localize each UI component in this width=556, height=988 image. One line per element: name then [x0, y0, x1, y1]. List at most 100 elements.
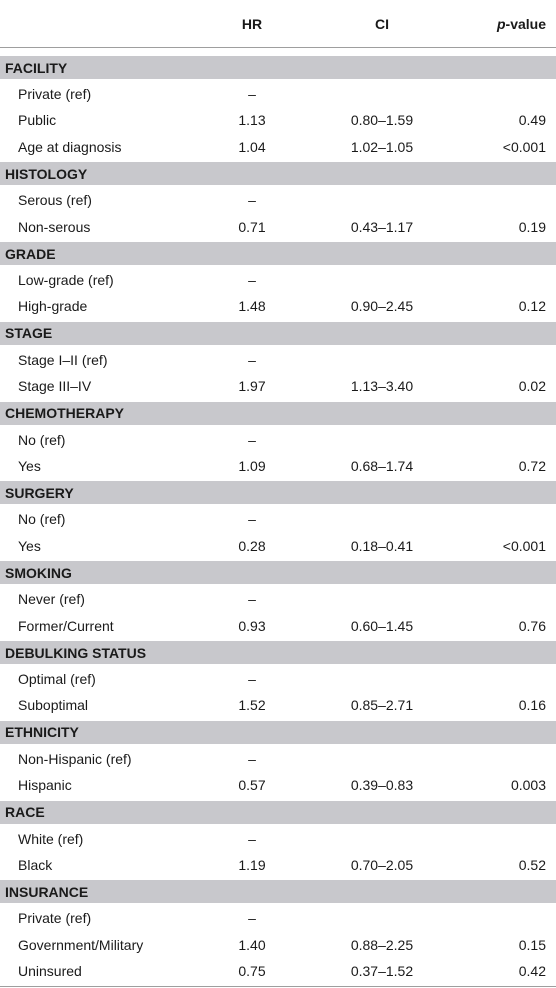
table-row: White (ref) –	[0, 826, 556, 852]
row-label: Suboptimal	[18, 697, 89, 714]
row-label: Black	[18, 857, 53, 873]
hr-cell: 0.71	[238, 218, 266, 235]
hr-cell: 0.75	[238, 963, 266, 980]
row-label: Age at diagnosis	[18, 138, 122, 155]
p-value-cell: 0.42	[518, 963, 546, 980]
hr-cell: 1.19	[238, 857, 266, 873]
section-header-row: SMOKING	[0, 561, 556, 585]
p-value-cell: 0.02	[518, 378, 546, 395]
section-header-row: SURGERY	[0, 481, 556, 505]
row-label: Yes	[18, 458, 41, 474]
hr-cell: 1.04	[238, 138, 266, 155]
table-row: High-grade 1.48 0.90–2.45 0.12	[0, 293, 556, 319]
table-row: Black 1.19 0.70–2.05 0.52	[0, 852, 556, 878]
hr-cell: –	[248, 431, 256, 448]
row-label: Yes	[18, 537, 41, 554]
table-row: Non-Hispanic (ref) –	[0, 746, 556, 772]
hr-cell: 1.97	[238, 378, 266, 395]
hr-cell: 0.28	[238, 537, 266, 554]
row-label: Serous (ref)	[18, 192, 92, 209]
table-row: No (ref) –	[0, 506, 556, 532]
section-header-row: HISTOLOGY	[0, 162, 556, 186]
table-row: Private (ref) –	[0, 81, 556, 107]
row-label: No (ref)	[18, 431, 66, 448]
table-row: Age at diagnosis 1.04 1.02–1.05 <0.001	[0, 134, 556, 160]
p-value-cell: 0.19	[518, 218, 546, 235]
ci-cell: 0.88–2.25	[350, 936, 414, 953]
row-label: Low-grade (ref)	[18, 272, 114, 288]
header-p-suffix: -value	[505, 15, 546, 32]
table-row: Public 1.13 0.80–1.59 0.49	[0, 107, 556, 133]
hr-cell: –	[248, 192, 256, 209]
table-row: Former/Current 0.93 0.60–1.45 0.76	[0, 613, 556, 639]
table-row: Stage III–IV 1.97 1.13–3.40 0.02	[0, 373, 556, 399]
table-row: Private (ref) –	[0, 905, 556, 931]
table-row: No (ref) –	[0, 427, 556, 453]
p-value-cell: 0.76	[518, 617, 546, 634]
hr-cell: –	[248, 750, 256, 767]
section-title: STAGE	[5, 325, 53, 342]
section-header-row: DEBULKING STATUS	[0, 641, 556, 664]
hr-cell: –	[248, 272, 256, 288]
ci-cell: 0.70–2.05	[350, 857, 414, 873]
section-header-row: GRADE	[0, 242, 556, 265]
section-header-row: INSURANCE	[0, 880, 556, 904]
row-label: Government/Military	[18, 936, 144, 953]
hr-cell: –	[248, 511, 256, 528]
hr-cell: 1.48	[238, 298, 266, 315]
ci-cell: 0.90–2.45	[350, 298, 414, 315]
ci-cell: 1.02–1.05	[350, 138, 414, 155]
table-row: Uninsured 0.75 0.37–1.52 0.42	[0, 958, 556, 984]
hr-cell: –	[248, 351, 256, 368]
hr-cell: –	[248, 86, 256, 102]
p-value-cell: 0.15	[518, 936, 546, 953]
row-label: Private (ref)	[18, 86, 92, 102]
row-label: High-grade	[18, 298, 88, 315]
ci-cell: 0.18–0.41	[350, 537, 414, 554]
section-title: DEBULKING STATUS	[5, 644, 147, 661]
section-header-row: STAGE	[0, 321, 556, 345]
section-title: ETHNICITY	[5, 724, 79, 741]
row-label: Public	[18, 112, 57, 129]
ci-cell: 0.37–1.52	[350, 963, 414, 980]
row-label: Former/Current	[18, 617, 114, 634]
hr-cell: 0.57	[238, 777, 266, 794]
row-label: Never (ref)	[18, 591, 85, 608]
header-p-letter: p	[496, 15, 506, 32]
row-label: No (ref)	[18, 511, 66, 528]
section-title: FACILITY	[5, 59, 68, 76]
header-hr: HR	[241, 15, 263, 32]
row-label: White (ref)	[18, 830, 84, 847]
section-title: SURGERY	[5, 484, 74, 501]
section-header-row: CHEMOTHERAPY	[0, 401, 556, 425]
row-label: Optimal (ref)	[18, 671, 96, 687]
table-row: Serous (ref) –	[0, 187, 556, 213]
table-row: Government/Military 1.40 0.88–2.25 0.15	[0, 932, 556, 958]
row-label: Non-serous	[18, 218, 91, 235]
table-row: Yes 1.09 0.68–1.74 0.72	[0, 453, 556, 479]
table-row: Hispanic 0.57 0.39–0.83 0.003	[0, 772, 556, 798]
row-label: Hispanic	[18, 777, 72, 794]
ci-cell: 0.80–1.59	[350, 112, 414, 129]
p-value-cell: 0.52	[518, 857, 546, 873]
table-row: Stage I–II (ref) –	[0, 347, 556, 373]
p-value-cell: 0.49	[518, 112, 546, 129]
p-value-cell: <0.001	[502, 537, 546, 554]
hr-cell: 1.13	[238, 112, 266, 129]
hr-cell: 1.52	[238, 697, 266, 714]
ci-cell: 0.39–0.83	[350, 777, 414, 794]
ci-cell: 0.60–1.45	[350, 617, 414, 634]
hr-cell: –	[248, 671, 256, 687]
ci-cell: 0.43–1.17	[350, 218, 414, 235]
ci-cell: 0.85–2.71	[350, 697, 414, 714]
row-label: Stage I–II (ref)	[18, 351, 108, 368]
table-row: Yes 0.28 0.18–0.41 <0.001	[0, 533, 556, 559]
header-p-value: p-value	[446, 16, 546, 32]
table-bottom-rule	[0, 986, 556, 987]
section-title: CHEMOTHERAPY	[5, 405, 125, 422]
section-title: HISTOLOGY	[5, 165, 88, 182]
section-title: RACE	[5, 804, 45, 821]
section-title: SMOKING	[5, 564, 72, 581]
hr-cell: 0.93	[238, 617, 266, 634]
